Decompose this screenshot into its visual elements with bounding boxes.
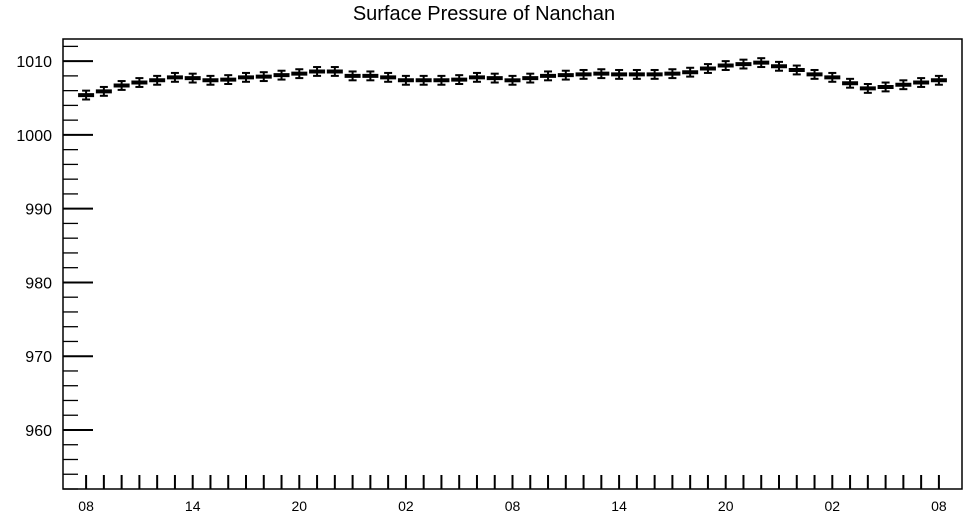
data-point — [611, 68, 628, 80]
data-point — [735, 58, 752, 70]
data-point — [557, 69, 574, 81]
data-point — [362, 70, 379, 82]
data-point — [877, 81, 894, 93]
data-point — [397, 74, 414, 86]
data-point — [522, 72, 539, 84]
x-tick-label: 14 — [185, 498, 201, 514]
data-point — [220, 74, 237, 85]
data-point — [326, 66, 343, 77]
data-point — [859, 83, 876, 94]
x-tick-label: 02 — [398, 498, 414, 514]
data-point — [309, 66, 326, 77]
data-point — [380, 71, 397, 83]
data-point — [664, 68, 681, 80]
x-tick-label: 02 — [825, 498, 841, 514]
data-point — [593, 68, 610, 80]
data-point — [682, 66, 699, 78]
data-point — [699, 63, 716, 74]
data-point — [824, 71, 841, 83]
data-point — [895, 79, 912, 91]
data-point — [451, 74, 468, 85]
data-point — [842, 77, 859, 89]
x-tick-label: 20 — [718, 498, 734, 514]
x-tick-label: 14 — [611, 498, 627, 514]
data-point — [344, 70, 361, 82]
data-point — [753, 57, 770, 69]
y-tick-label: 1000 — [16, 128, 52, 145]
data-point — [646, 68, 663, 80]
data-point — [273, 69, 290, 81]
data-point — [771, 60, 788, 72]
data-point — [575, 68, 592, 80]
data-point — [806, 68, 823, 80]
data-point — [166, 71, 183, 83]
x-tick-label: 08 — [505, 498, 521, 514]
data-point — [149, 74, 166, 86]
x-tick-label: 08 — [78, 498, 94, 514]
data-point — [255, 71, 272, 83]
y-tick-label: 960 — [25, 423, 52, 440]
data-point — [291, 68, 308, 80]
data-point — [504, 74, 521, 86]
y-tick-label: 980 — [25, 275, 52, 292]
data-point — [184, 72, 201, 84]
data-point — [237, 71, 254, 83]
y-tick-label: 970 — [25, 349, 52, 366]
data-point — [717, 60, 734, 71]
data-point — [95, 85, 112, 97]
data-point — [788, 64, 805, 76]
chart-title: Surface Pressure of Nanchan — [352, 3, 616, 25]
data-point — [113, 80, 130, 91]
data-point — [131, 77, 148, 88]
x-tick-label: 08 — [931, 498, 947, 514]
data-point — [202, 74, 219, 86]
data-point — [628, 68, 645, 80]
data-point — [540, 70, 557, 82]
data-point — [415, 74, 432, 86]
x-tick-label: 20 — [292, 498, 308, 514]
plot-frame — [62, 38, 963, 490]
data-point — [913, 77, 930, 88]
data-point — [468, 71, 485, 83]
data-point — [930, 74, 947, 86]
data-point — [78, 89, 95, 101]
data-point — [486, 72, 503, 84]
data-point — [433, 74, 450, 86]
series-pressure — [78, 57, 947, 101]
y-tick-label: 1010 — [16, 54, 52, 71]
y-tick-label: 990 — [25, 202, 52, 219]
